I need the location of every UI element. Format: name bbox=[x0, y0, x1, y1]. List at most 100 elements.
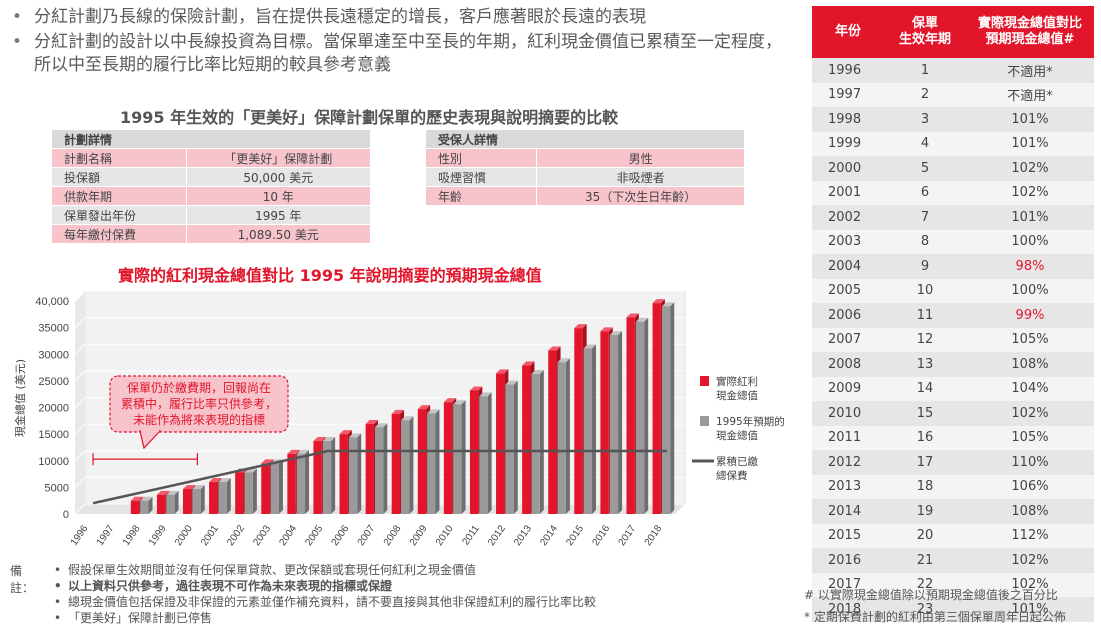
plan-details-header: 計劃詳情 bbox=[52, 130, 370, 149]
y-tick-label: 15000 bbox=[38, 429, 69, 441]
ratio-cell-ratio: 100% bbox=[966, 278, 1094, 303]
actual-bar-top bbox=[496, 369, 509, 374]
smoking-label: 吸煙習慣 bbox=[426, 167, 537, 187]
expected-bar bbox=[479, 396, 488, 514]
actual-bar-top bbox=[339, 430, 352, 435]
actual-bar bbox=[443, 402, 453, 514]
actual-bar-top bbox=[469, 386, 483, 391]
y-axis-label: 現金總值 (美元) bbox=[13, 359, 27, 437]
expected-bar-side bbox=[592, 344, 596, 514]
x-tick-label: 2011 bbox=[460, 523, 482, 547]
actual-bar-top bbox=[287, 449, 300, 454]
premium-term-label: 供款年期 bbox=[52, 186, 186, 206]
actual-bar bbox=[600, 331, 609, 514]
legend-label-expected: 現金總值 bbox=[716, 429, 758, 442]
ratio-row: 1998 3 101% bbox=[812, 107, 1094, 132]
ratio-row: 2000 5 102% bbox=[812, 156, 1094, 181]
legend-label-premium: 累積已繳 bbox=[716, 455, 758, 468]
annotation-text: 累積中，履行比率只供參考， bbox=[121, 396, 277, 411]
x-tick-label: 2016 bbox=[590, 523, 612, 548]
ratio-cell-term: 6 bbox=[884, 180, 966, 205]
actual-bar-top bbox=[417, 405, 431, 410]
insured-details-table: 受保人詳情 性別 男性 吸煙習慣 非吸煙者 年齡 35（下次生日年齡） bbox=[426, 130, 744, 206]
expected-bar bbox=[401, 420, 410, 514]
expected-bar-top bbox=[557, 358, 570, 363]
y-tick-label: 5000 bbox=[45, 482, 69, 494]
ratio-cell-year: 2018 bbox=[812, 597, 884, 622]
note-item: 總現金價值包括保證及非保證的元素並僅作補充資料，請不要直接與其他非保證紅利的履行… bbox=[54, 594, 774, 610]
expected-bar-top bbox=[401, 416, 414, 421]
gridline bbox=[74, 317, 86, 328]
header-ratio: 實際現金總值對比 預期現金總值# bbox=[966, 6, 1094, 58]
ratio-cell-ratio: 104% bbox=[966, 376, 1094, 401]
expected-bar-side bbox=[435, 409, 440, 514]
ratio-cell-term: 4 bbox=[884, 131, 966, 156]
ratio-row: 2002 7 101% bbox=[812, 205, 1094, 230]
actual-bar-top bbox=[600, 327, 613, 332]
actual-bar-top bbox=[365, 420, 378, 425]
expected-bar-side bbox=[513, 380, 518, 514]
ratio-cell-term: 13 bbox=[884, 352, 966, 377]
ratio-cell-ratio: 99% bbox=[966, 303, 1094, 328]
ratio-cell-term: 2 bbox=[884, 82, 966, 107]
smoking-value: 非吸煙者 bbox=[536, 167, 744, 187]
annual-premium-label: 每年繳付保費 bbox=[52, 224, 186, 244]
ratio-cell-term: 11 bbox=[884, 303, 966, 328]
note-item: 「更美好」保障計劃已停售 bbox=[54, 610, 774, 626]
footnote-star: * 定期保費計劃的紅利由第三個保單周年日起公佈 bbox=[804, 610, 1066, 624]
expected-bar-side bbox=[461, 400, 466, 514]
ratio-cell-year: 2011 bbox=[812, 425, 884, 450]
ratio-cell-ratio: 101% bbox=[966, 107, 1094, 132]
actual-bar bbox=[417, 409, 427, 514]
actual-bar bbox=[522, 365, 531, 514]
ratio-cell-term: 7 bbox=[884, 205, 966, 230]
ratio-row: 2018 23 101% bbox=[812, 597, 1094, 622]
ratio-cell-ratio: 102% bbox=[966, 156, 1094, 181]
expected-bar-top bbox=[192, 484, 205, 489]
gridline bbox=[74, 477, 86, 488]
expected-bar bbox=[218, 482, 227, 514]
notes-label: 備註： bbox=[10, 564, 35, 595]
ratio-row: 2008 13 108% bbox=[812, 352, 1094, 377]
x-tick-label: 1996 bbox=[69, 523, 91, 548]
comparison-title: 1995 年生效的「更美好」保障計劃保單的歷史表現與說明摘要的比較 bbox=[120, 108, 619, 127]
gridline bbox=[74, 423, 86, 435]
x-tick-label: 2000 bbox=[173, 523, 195, 548]
actual-bar bbox=[626, 317, 635, 514]
expected-bar bbox=[453, 404, 462, 514]
ratio-cell-ratio: 98% bbox=[966, 254, 1094, 279]
age-value: 35（下次生日年齡） bbox=[536, 186, 744, 206]
expected-bar bbox=[244, 472, 253, 514]
ratio-cell-term: 1 bbox=[884, 58, 966, 83]
gridline bbox=[74, 290, 86, 302]
expected-bar bbox=[609, 335, 619, 514]
ratio-cell-ratio: 102% bbox=[966, 401, 1094, 426]
expected-bar-side bbox=[174, 490, 179, 514]
actual-bar bbox=[391, 413, 401, 514]
expected-bar-side bbox=[565, 358, 570, 514]
ratio-cell-ratio: 101% bbox=[966, 597, 1094, 622]
ratio-cell-term: 23 bbox=[884, 597, 966, 622]
actual-bar bbox=[261, 463, 270, 514]
expected-bar-side bbox=[331, 437, 336, 514]
x-tick-label: 2001 bbox=[199, 523, 221, 548]
legend-swatch-expected bbox=[700, 416, 709, 426]
actual-bar bbox=[496, 373, 505, 514]
issue-year-value: 1995 年 bbox=[185, 205, 370, 225]
expected-bar-top bbox=[479, 392, 492, 397]
gridline bbox=[74, 397, 86, 408]
ratio-row: 2003 8 100% bbox=[812, 229, 1094, 254]
y-tick-label: 40,000 bbox=[35, 296, 69, 308]
ratio-cell-year: 2001 bbox=[812, 180, 884, 205]
ratio-cell-year: 2002 bbox=[812, 205, 884, 230]
expected-bar-top bbox=[348, 433, 362, 438]
ratio-row: 1999 4 101% bbox=[812, 131, 1094, 156]
actual-bar bbox=[183, 488, 192, 514]
expected-bar-top bbox=[505, 380, 518, 385]
ratio-row: 2015 20 112% bbox=[812, 523, 1094, 548]
legend-label-premium: 總保費 bbox=[716, 469, 748, 482]
y-tick-label: 30000 bbox=[38, 349, 69, 361]
x-tick-label: 1999 bbox=[147, 523, 169, 548]
ratio-cell-term: 9 bbox=[884, 254, 966, 279]
ratio-row: 2012 17 110% bbox=[812, 450, 1094, 475]
